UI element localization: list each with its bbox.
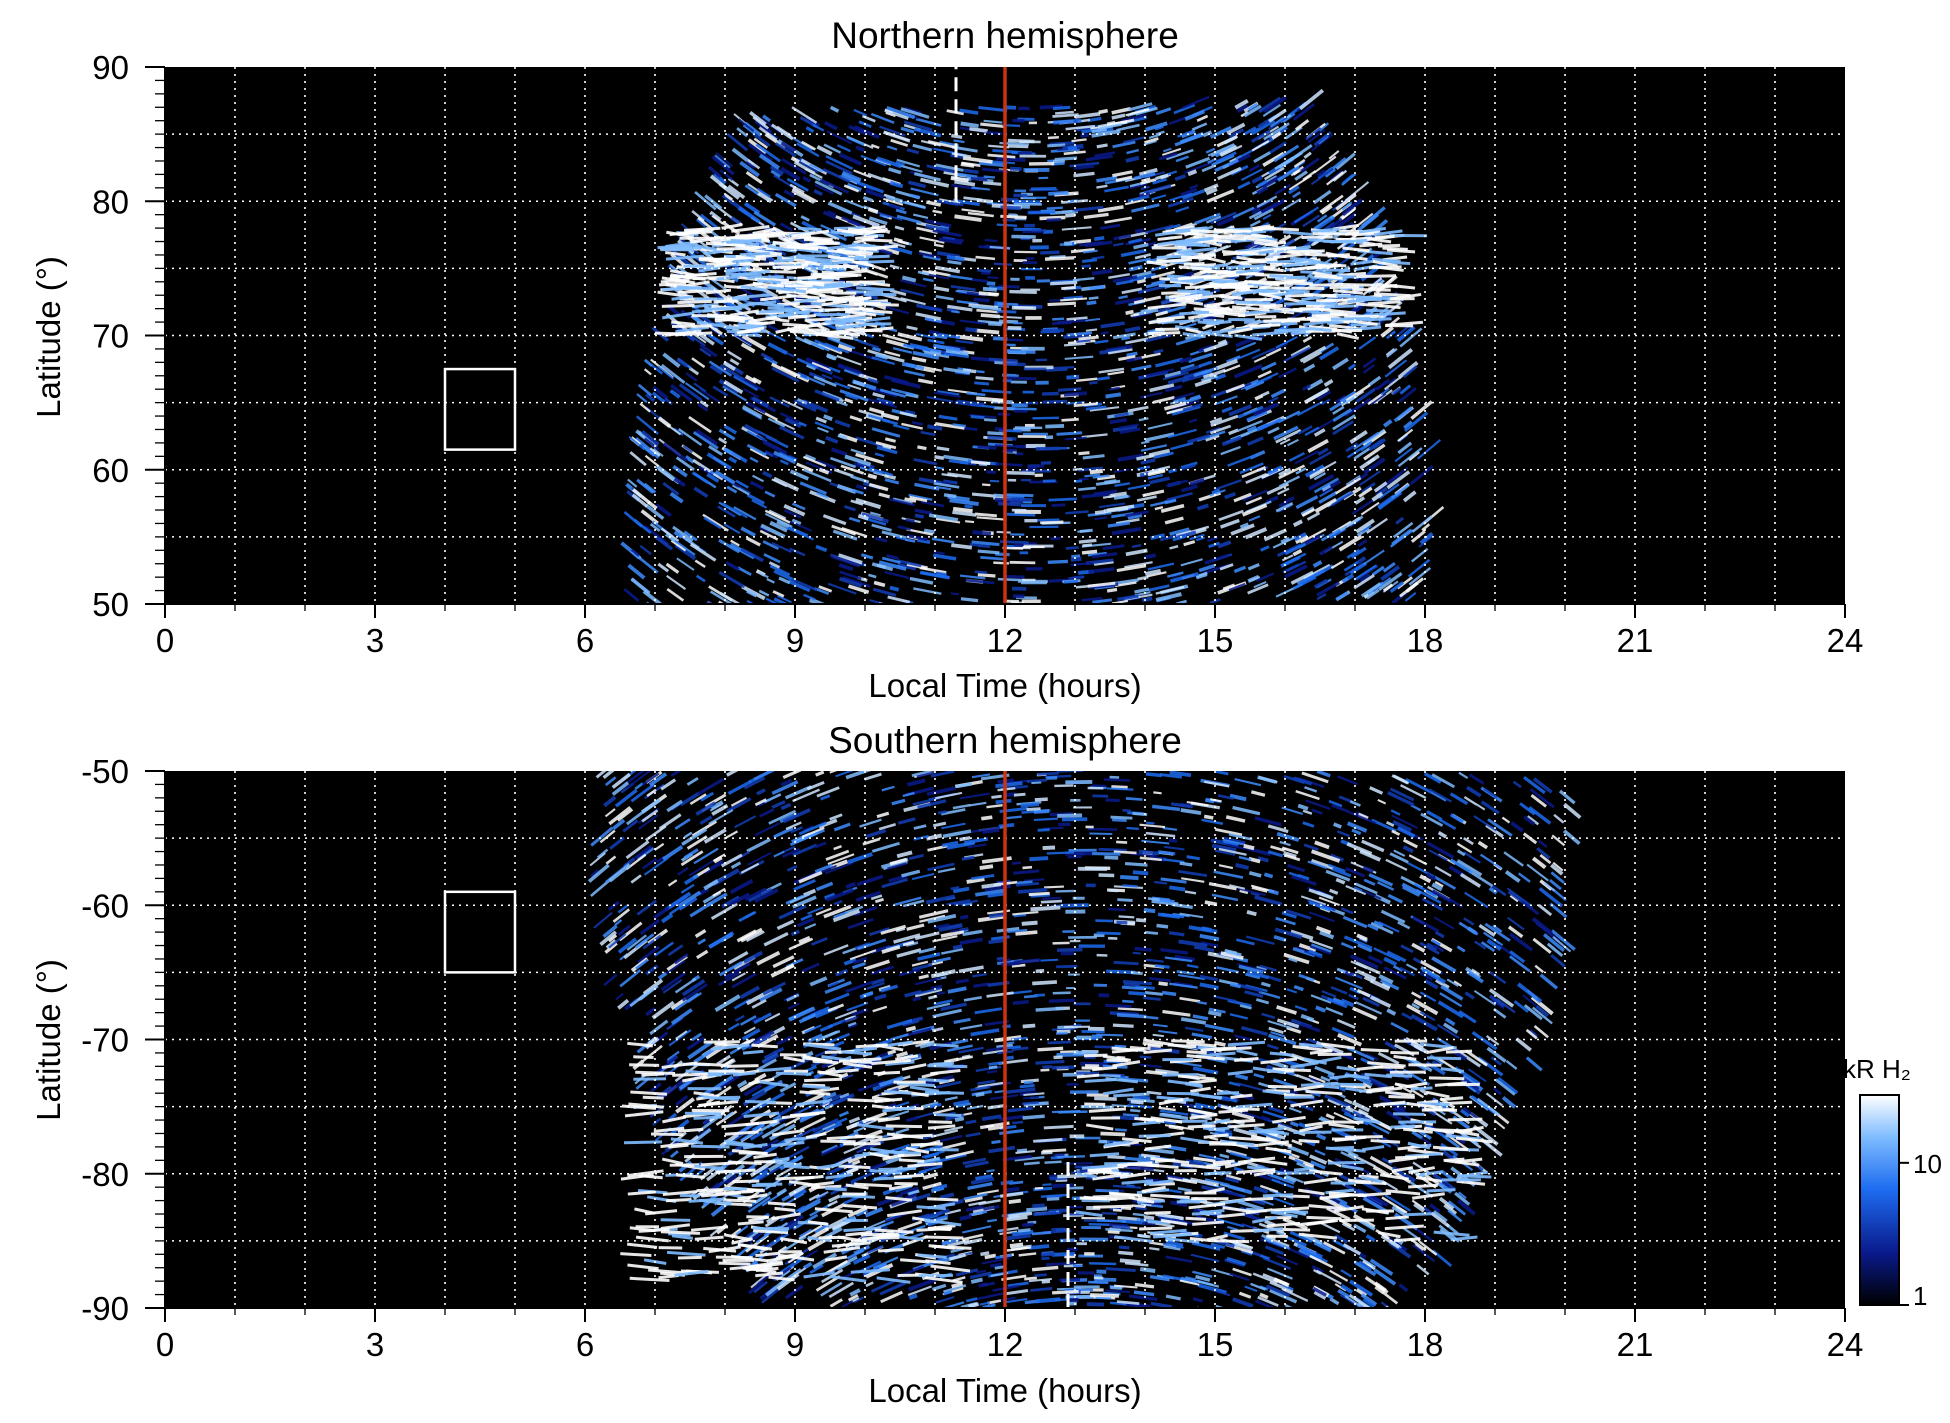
- colorbar: kR H₂ 10 1: [1843, 1054, 1942, 1311]
- x-tick-label: 15: [1197, 622, 1234, 659]
- reference-box: [443, 367, 517, 451]
- x-tick-label: 6: [576, 1326, 594, 1363]
- axes-ticks: [145, 770, 1846, 1322]
- panel-south: Southern hemisphere 0 3 6 9 12 15 18 21 24 -50 -6…: [30, 720, 1863, 1409]
- emission-texture: [620, 88, 1445, 604]
- x-tick-label: 12: [987, 1326, 1024, 1363]
- x-tick-label: 12: [987, 622, 1024, 659]
- reference-box: [443, 890, 517, 974]
- colorbar-tick-label: 10: [1913, 1149, 1942, 1179]
- y-tick-label: 60: [92, 452, 129, 489]
- x-tick-label: 21: [1617, 1326, 1654, 1363]
- x-tick-label: 18: [1407, 622, 1444, 659]
- north-x-tick-labels: 0 3 6 9 12 15 18 21 24: [156, 622, 1864, 659]
- panel-north-title: Northern hemisphere: [831, 15, 1179, 56]
- x-tick-label: 9: [786, 1326, 804, 1363]
- south-y-tick-labels: -50 -60 -70 -80 -90: [81, 753, 129, 1327]
- y-tick-label: -60: [81, 887, 129, 924]
- colorbar-tick-labels: 10 1: [1899, 1149, 1942, 1311]
- x-tick-label: 24: [1827, 1326, 1864, 1363]
- y-tick-label: -90: [81, 1290, 129, 1327]
- north-y-axis-label: Latitude (°): [30, 256, 67, 418]
- panel-north: Northern hemisphere 0 3 6 9 12 15 18 21 24 50 60 7…: [30, 15, 1863, 704]
- y-tick-label: -80: [81, 1156, 129, 1193]
- south-x-axis-label: Local Time (hours): [868, 1372, 1141, 1409]
- south-plot-area: [145, 770, 1846, 1322]
- x-tick-label: 24: [1827, 622, 1864, 659]
- y-tick-label: -50: [81, 753, 129, 790]
- x-tick-label: 21: [1617, 622, 1654, 659]
- north-plot-area: [145, 66, 1846, 618]
- panel-south-title: Southern hemisphere: [828, 720, 1182, 761]
- south-x-tick-labels: 0 3 6 9 12 15 18 21 24: [156, 1326, 1864, 1363]
- x-tick-label: 0: [156, 622, 174, 659]
- y-tick-label: 50: [92, 586, 129, 623]
- x-tick-label: 18: [1407, 1326, 1444, 1363]
- x-tick-label: 3: [366, 622, 384, 659]
- x-tick-label: 3: [366, 1326, 384, 1363]
- colorbar-tick-label: 1: [1913, 1281, 1927, 1311]
- x-tick-label: 15: [1197, 1326, 1234, 1363]
- x-tick-label: 9: [786, 622, 804, 659]
- x-tick-label: 0: [156, 1326, 174, 1363]
- axes-ticks: [145, 66, 1846, 618]
- y-tick-label: 80: [92, 183, 129, 220]
- north-x-axis-label: Local Time (hours): [868, 667, 1141, 704]
- y-tick-label: 70: [92, 318, 129, 355]
- y-tick-label: -70: [81, 1022, 129, 1059]
- colorbar-label: kR H₂: [1843, 1054, 1911, 1084]
- y-tick-label: 90: [92, 49, 129, 86]
- south-y-axis-label: Latitude (°): [30, 959, 67, 1121]
- north-y-tick-labels: 50 60 70 80 90: [92, 49, 129, 623]
- colorbar-gradient: [1859, 1094, 1900, 1306]
- x-tick-label: 6: [576, 622, 594, 659]
